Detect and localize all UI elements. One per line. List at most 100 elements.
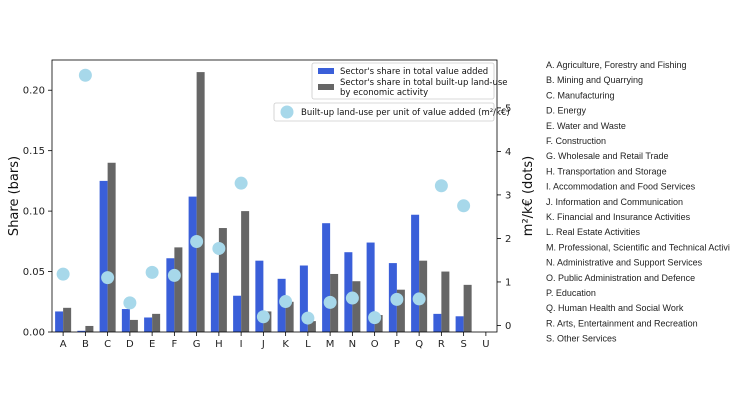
y-axis-title: Share (bars)	[7, 156, 22, 236]
dot-land-use-per-value-I	[234, 176, 248, 190]
legend-label-land-use: Sector's share in total built-up land-us…	[340, 78, 510, 98]
bar-land-use-S	[463, 284, 472, 332]
dot-land-use-per-value-A	[56, 267, 70, 281]
sector-legend: A. Agriculture, Forestry and Fishing B. M…	[546, 60, 730, 344]
bar-value-added-F	[166, 258, 175, 332]
bar-land-use-G	[196, 72, 205, 332]
plot-frame	[51, 59, 498, 333]
x-tick-label-C: C	[104, 339, 111, 350]
sector-legend-item: I. Accommodation and Food Services	[546, 182, 696, 192]
sector-legend-item: F. Construction	[546, 136, 606, 146]
sector-legend-item: A. Agriculture, Forestry and Fishing	[546, 60, 687, 70]
x-tick-label-B: B	[82, 339, 89, 350]
sector-legend-item: L. Real Estate Activities	[546, 227, 641, 237]
bar-value-added-J	[255, 260, 264, 332]
dot-land-use-per-value-S	[457, 199, 471, 213]
sector-legend-item: Q. Human Health and Social Work	[546, 303, 684, 313]
bar-value-added-O	[366, 242, 375, 332]
legend-label-land-use-line2: by economic activity	[340, 88, 428, 98]
bar-land-use-A	[63, 307, 72, 332]
x-tick-label-J: J	[261, 339, 265, 350]
x-tick-label-F: F	[171, 339, 177, 350]
x-tick-label-O: O	[371, 339, 379, 350]
dot-land-use-per-value-P	[390, 292, 404, 306]
legend-bars-frame	[311, 62, 495, 100]
dot-land-use-per-value-M	[323, 295, 337, 309]
dot-land-use-per-value-C	[101, 271, 115, 285]
y2-tick-label: 4	[505, 147, 511, 158]
sector-legend-item: P. Education	[546, 288, 596, 298]
sector-legend-item: M. Professional, Scientific and Technica…	[546, 242, 730, 252]
bar-land-use-F	[174, 247, 183, 332]
bar-value-added-B	[77, 330, 86, 332]
x-tick-label-I: I	[240, 339, 243, 350]
sector-legend-item: G. Wholesale and Retail Trade	[546, 151, 669, 161]
x-tick-label-H: H	[215, 339, 223, 350]
x-tick-label-N: N	[349, 339, 356, 350]
bar-value-added-N	[344, 252, 353, 332]
sector-legend-item: E. Water and Waste	[546, 121, 626, 131]
bar-land-use-I	[241, 211, 250, 332]
y-tick-label: 0.05	[23, 267, 45, 278]
x-tick-label-G: G	[193, 339, 201, 350]
sector-legend-item: K. Financial and Insurance Activities	[546, 212, 691, 222]
x-tick-label-M: M	[326, 339, 335, 350]
y2-tick-label: 1	[505, 277, 511, 288]
bar-value-added-L	[299, 265, 308, 332]
bar-value-added-H	[210, 272, 219, 332]
bar-value-added-R	[433, 313, 442, 332]
bar-value-added-A	[55, 311, 64, 332]
sector-legend-item: N. Administrative and Support Services	[546, 258, 703, 268]
dot-land-use-per-value-K	[279, 295, 293, 309]
bar-land-use-P	[396, 289, 405, 332]
sector-legend-item: C. Manufacturing	[546, 90, 615, 100]
dot-land-use-per-value-B	[78, 68, 92, 82]
dot-land-use-per-value-H	[212, 241, 226, 255]
bar-value-added-D	[121, 309, 130, 332]
legend-swatch-land-use	[318, 84, 334, 90]
sector-legend-item: B. Mining and Quarrying	[546, 75, 643, 85]
x-tick-label-U: U	[482, 339, 489, 350]
dot-land-use-per-value-J	[256, 310, 270, 324]
bar-land-use-N	[352, 281, 361, 332]
sector-legend-item: H. Transportation and Storage	[546, 166, 667, 176]
sector-legend-item: R. Arts, Entertainment and Recreation	[546, 318, 698, 328]
dot-land-use-per-value-E	[145, 265, 159, 279]
legend-bars: Sector's share in total value added Sect…	[311, 62, 510, 100]
bar-land-use-O	[374, 315, 383, 332]
dot-land-use-per-value-G	[190, 234, 204, 248]
y2-tick-label: 5	[505, 103, 511, 114]
bar-land-use-R	[441, 271, 450, 332]
bar-land-use-H	[218, 228, 227, 332]
left-axis: 0.00 0.05 0.10 0.15 0.20	[23, 86, 52, 339]
dot-land-use-per-value-D	[123, 296, 137, 310]
sector-legend-item: S. Other Services	[546, 334, 617, 344]
x-tick-label-P: P	[394, 339, 400, 350]
bar-land-use-E	[152, 313, 161, 332]
legend-label-land-use-line1: Sector's share in total built-up land-us…	[340, 78, 508, 88]
dot-land-use-per-value-R	[434, 179, 448, 193]
x-tick-label-R: R	[438, 339, 445, 350]
plot-marks	[55, 68, 472, 332]
legend-swatch-dots	[280, 105, 294, 119]
x-tick-label-E: E	[149, 339, 155, 350]
legend-dots-frame	[273, 102, 495, 122]
bar-value-added-I	[233, 295, 242, 332]
dot-land-use-per-value-L	[301, 311, 315, 325]
bar-land-use-L	[307, 321, 316, 332]
dot-land-use-per-value-F	[167, 268, 181, 282]
bar-land-use-K	[285, 301, 294, 332]
x-tick-label-D: D	[126, 339, 134, 350]
bar-land-use-D	[129, 319, 138, 332]
bar-land-use-C	[107, 162, 116, 332]
y2-tick-label: 3	[505, 190, 511, 201]
legend-swatch-value-added	[318, 68, 334, 74]
x-tick-label-A: A	[60, 339, 67, 350]
right-axis: 0 1 2 3 4 5	[497, 103, 511, 332]
legend-label-value-added: Sector's share in total value added	[340, 67, 488, 77]
sector-legend-item: J. Information and Communication	[546, 197, 683, 207]
dot-land-use-per-value-Q	[412, 292, 426, 306]
legend-dots: Built-up land-use per unit of value adde…	[273, 102, 510, 122]
